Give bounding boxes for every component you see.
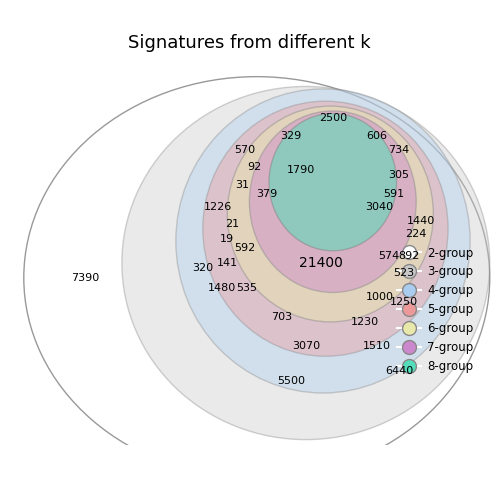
- Ellipse shape: [122, 87, 490, 439]
- Text: 1000: 1000: [365, 292, 394, 302]
- Ellipse shape: [203, 101, 448, 356]
- Text: 3040: 3040: [365, 202, 394, 212]
- Text: 1230: 1230: [351, 317, 379, 327]
- Text: 320: 320: [192, 263, 213, 273]
- Text: 1250: 1250: [390, 297, 418, 307]
- Text: 21400: 21400: [298, 256, 343, 270]
- Text: 21: 21: [225, 219, 239, 229]
- Text: 224: 224: [406, 229, 427, 238]
- Text: 892: 892: [398, 250, 419, 261]
- Text: 1440: 1440: [407, 216, 435, 226]
- Ellipse shape: [249, 111, 416, 292]
- Text: 570: 570: [234, 145, 255, 155]
- Text: 592: 592: [234, 243, 255, 254]
- Text: 2500: 2500: [319, 113, 347, 123]
- Text: 1226: 1226: [204, 202, 232, 212]
- Text: 535: 535: [236, 283, 258, 292]
- Text: 734: 734: [389, 145, 410, 155]
- Text: 591: 591: [384, 190, 405, 200]
- Text: 574: 574: [379, 250, 400, 261]
- Text: 703: 703: [271, 312, 292, 322]
- Text: 329: 329: [281, 131, 302, 141]
- Text: 1480: 1480: [208, 283, 236, 292]
- Text: 379: 379: [256, 190, 277, 200]
- Text: 92: 92: [247, 162, 262, 172]
- Text: 3070: 3070: [292, 341, 320, 351]
- Text: 141: 141: [217, 258, 238, 268]
- Legend: 2-group, 3-group, 4-group, 5-group, 6-group, 7-group, 8-group: 2-group, 3-group, 4-group, 5-group, 6-gr…: [393, 242, 478, 377]
- Text: 305: 305: [389, 170, 410, 180]
- Ellipse shape: [227, 106, 433, 322]
- Text: 523: 523: [393, 268, 414, 278]
- Text: 5500: 5500: [277, 376, 305, 386]
- Ellipse shape: [269, 113, 397, 251]
- Text: 31: 31: [235, 179, 249, 190]
- Text: 1510: 1510: [363, 341, 391, 351]
- Title: Signatures from different k: Signatures from different k: [128, 34, 371, 52]
- Text: 606: 606: [366, 131, 388, 141]
- Text: 19: 19: [220, 233, 234, 243]
- Ellipse shape: [176, 89, 470, 393]
- Text: 7390: 7390: [71, 273, 99, 283]
- Text: 1790: 1790: [287, 165, 315, 175]
- Text: 6440: 6440: [385, 366, 413, 376]
